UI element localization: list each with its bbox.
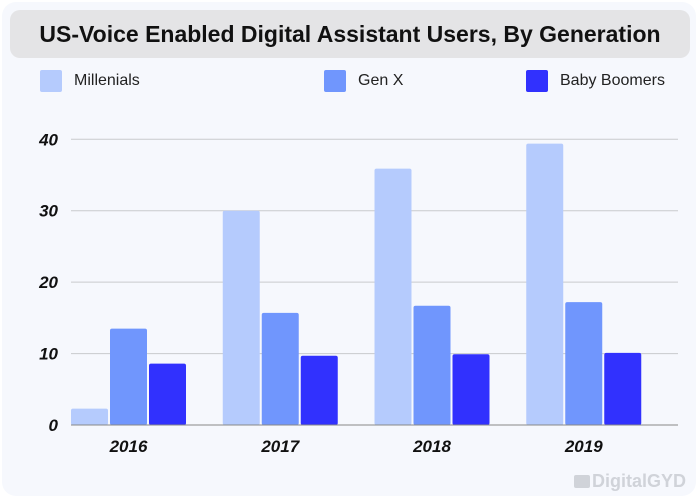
bar-millenials-2016 [71, 408, 108, 425]
legend-swatch [324, 70, 346, 92]
bar-baby-boomers-2019 [604, 352, 642, 425]
bar-millenials-2018 [374, 168, 412, 426]
bar-baby-boomers-2017 [300, 355, 338, 425]
legend-label: Millenials [74, 72, 140, 89]
legend-millenials: Millenials [40, 70, 140, 92]
bar-gen-x-2017 [261, 312, 299, 425]
bar-millenials-2017 [222, 210, 260, 425]
y-tick-label: 40 [38, 130, 58, 149]
legend-baby-boomers: Baby Boomers [526, 70, 665, 92]
x-tick-label: 2017 [260, 437, 300, 456]
watermark-logo: DigitalGYD [573, 471, 686, 492]
legend-swatch [526, 70, 548, 92]
y-tick-label: 0 [49, 416, 59, 435]
bar-millenials-2019 [526, 143, 564, 425]
bar-baby-boomers-2016 [149, 363, 186, 425]
bar-gen-x-2016 [110, 328, 147, 425]
legend-label: Gen X [358, 72, 404, 89]
bar-gen-x-2019 [565, 302, 603, 425]
x-tick-label: 2019 [564, 437, 603, 456]
watermark-text: DigitalGYD [591, 471, 686, 491]
legend-gen-x: Gen X [324, 70, 403, 92]
y-tick-label: 20 [38, 273, 58, 292]
chart-title: US-Voice Enabled Digital Assistant Users… [10, 10, 690, 58]
logo-icon [573, 475, 590, 488]
x-tick-label: 2018 [412, 437, 451, 456]
y-tick-label: 30 [39, 202, 58, 221]
legend-label: Baby Boomers [560, 72, 665, 89]
x-tick-label: 2016 [109, 437, 148, 456]
legend-swatch [40, 70, 62, 92]
bar-gen-x-2018 [413, 305, 451, 425]
y-tick-label: 10 [39, 345, 58, 364]
bar-baby-boomers-2018 [452, 354, 490, 425]
